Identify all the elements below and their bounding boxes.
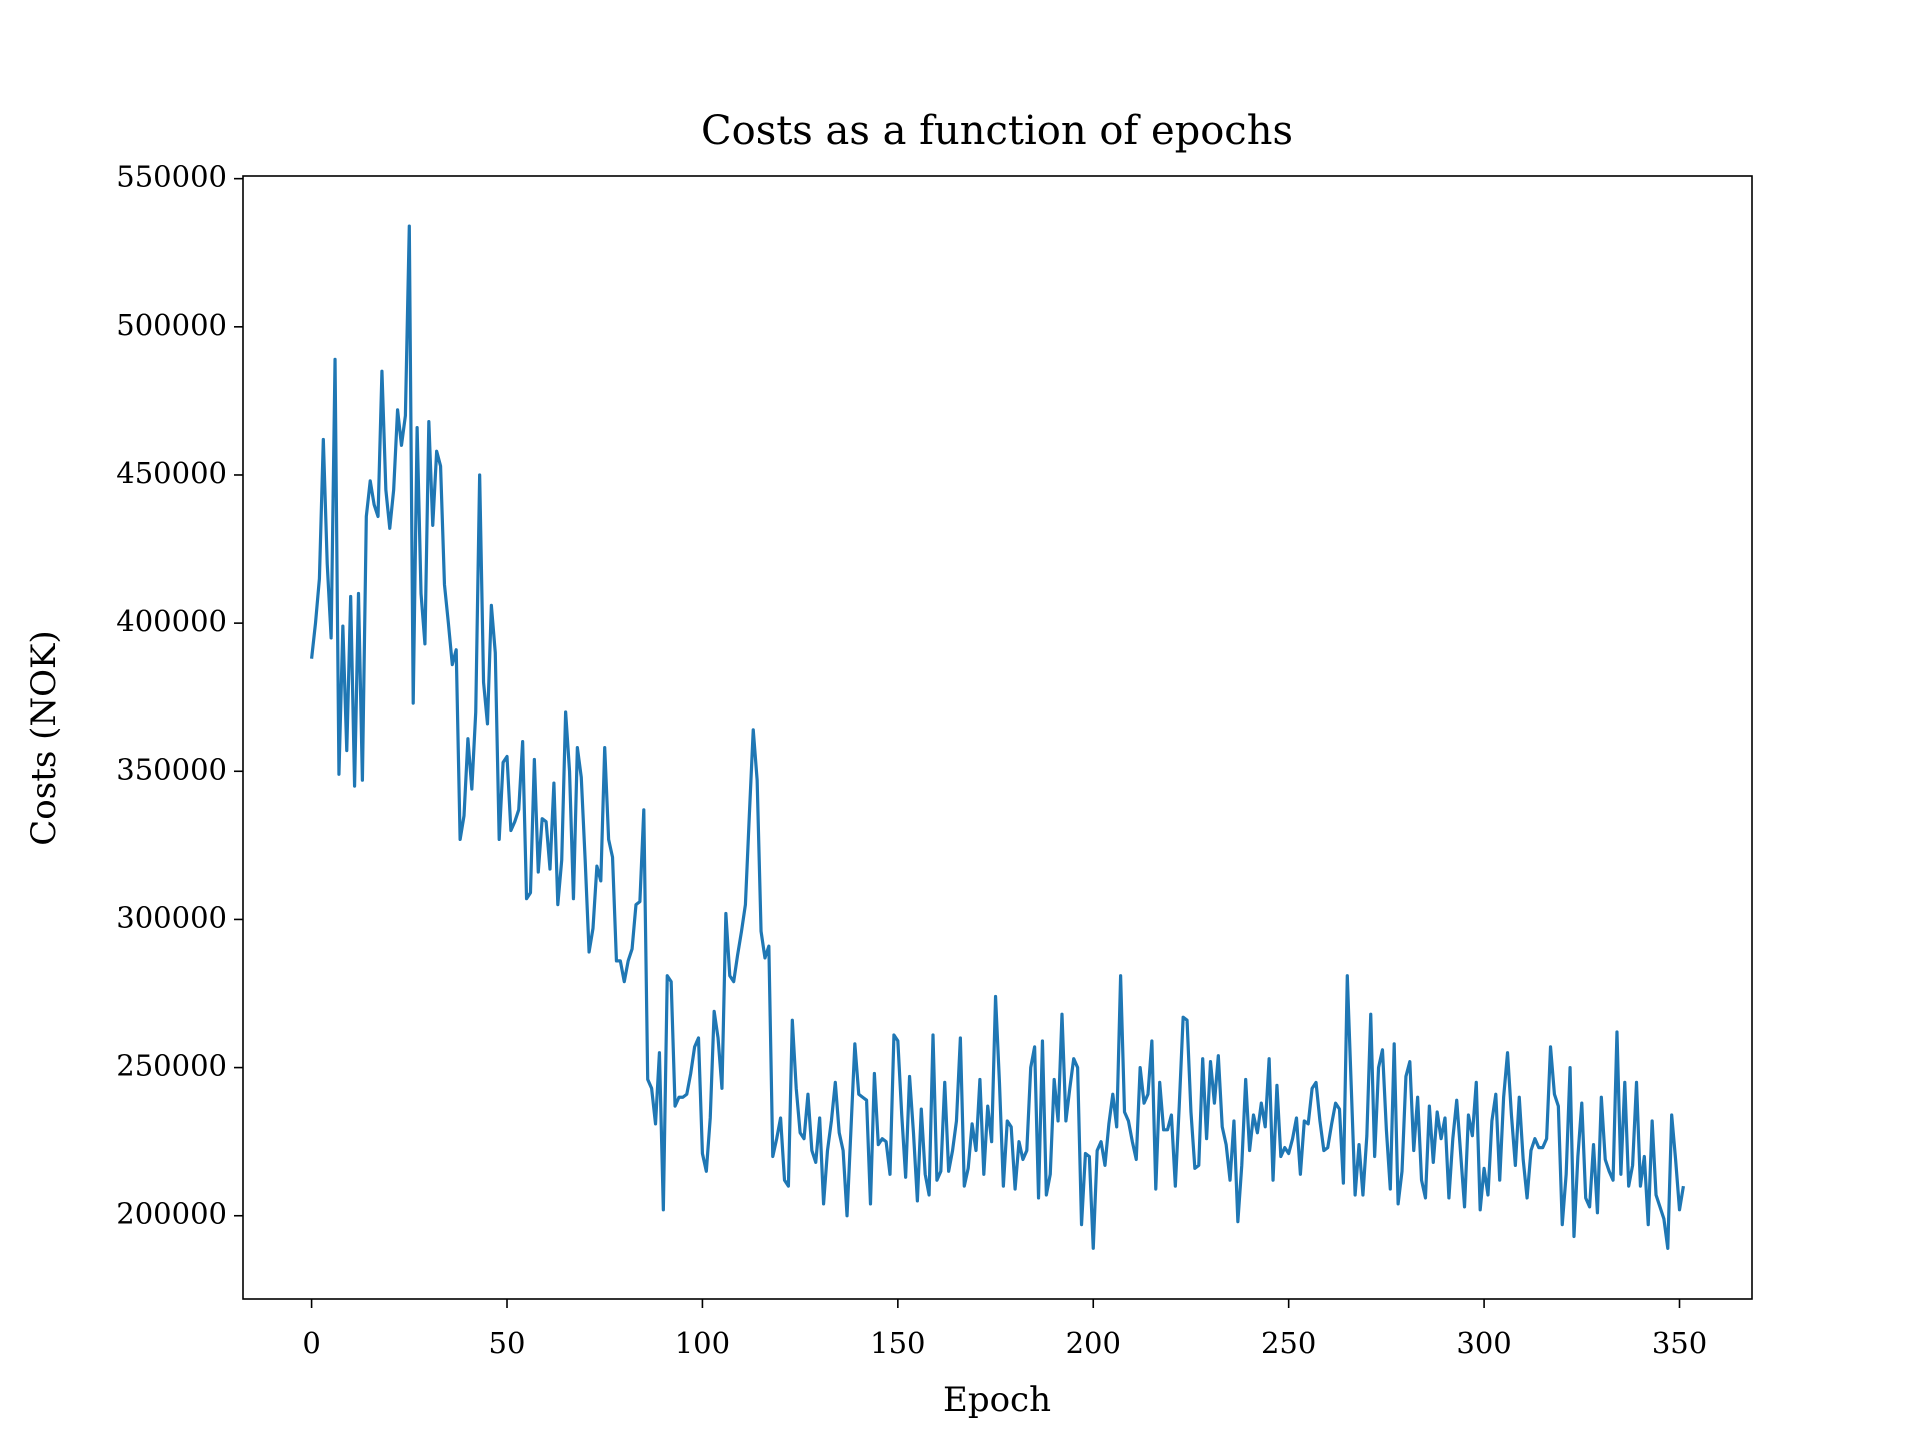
x-tick-label: 0 xyxy=(302,1326,320,1360)
y-tick-label: 500000 xyxy=(116,308,227,342)
y-tick-label: 250000 xyxy=(116,1049,227,1083)
x-tick-label: 50 xyxy=(489,1326,526,1360)
x-tick-label: 100 xyxy=(675,1326,730,1360)
x-tick-label: 200 xyxy=(1066,1326,1121,1360)
y-axis-label: Costs (NOK) xyxy=(24,630,64,845)
y-tick-label: 300000 xyxy=(116,900,227,934)
x-tick-label: 300 xyxy=(1456,1326,1511,1360)
y-tick-label: 550000 xyxy=(116,160,227,194)
y-tick-label: 350000 xyxy=(116,752,227,786)
data-line xyxy=(309,224,1685,1250)
x-tick-label: 350 xyxy=(1652,1326,1707,1360)
y-tick-label: 200000 xyxy=(116,1197,227,1231)
chart-title: Costs as a function of epochs xyxy=(701,108,1293,154)
y-tick-label: 450000 xyxy=(116,456,227,490)
x-tick-label: 250 xyxy=(1261,1326,1316,1360)
x-axis-label: Epoch xyxy=(943,1380,1051,1420)
plot-frame xyxy=(242,175,1753,1300)
x-tick-label: 150 xyxy=(870,1326,925,1360)
y-tick-label: 400000 xyxy=(116,604,227,638)
